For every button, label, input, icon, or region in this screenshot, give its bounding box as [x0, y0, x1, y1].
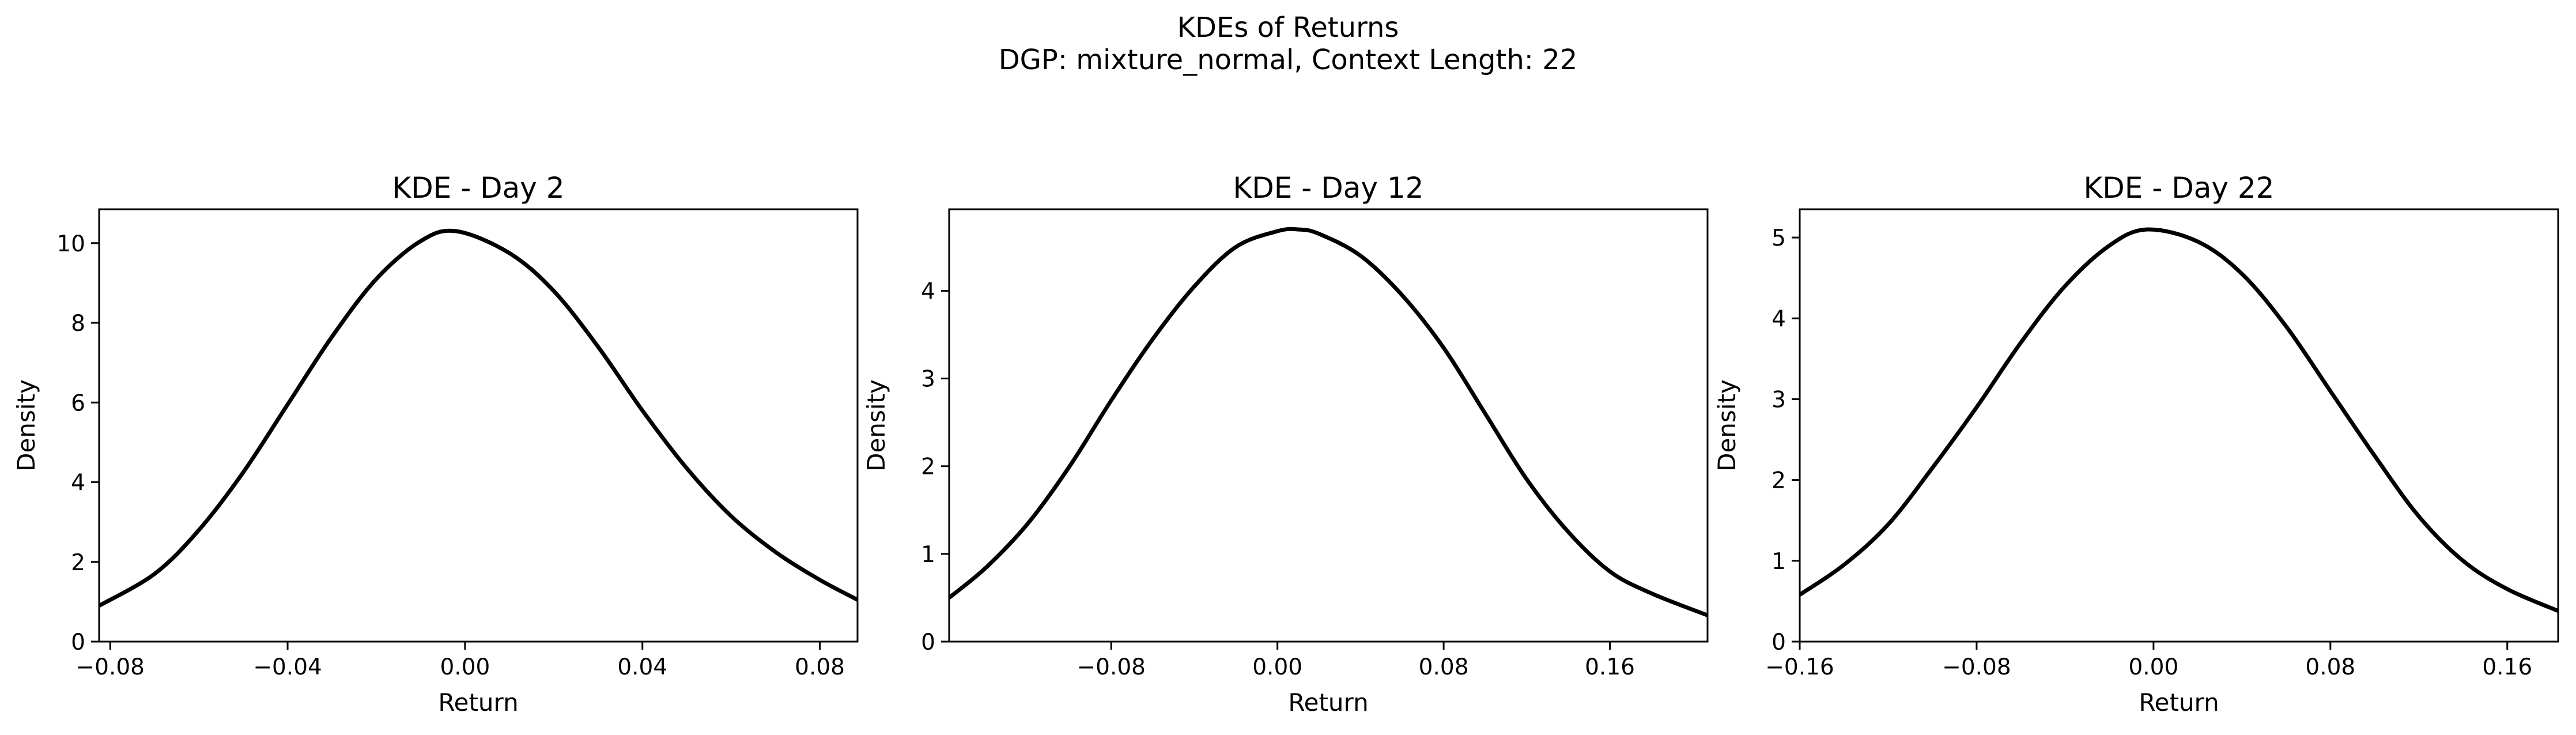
y-tick-label: 8 [71, 311, 85, 337]
kde-line [99, 228, 858, 608]
y-axis-label: Density [1713, 379, 1741, 472]
subplot-title: KDE - Day 12 [1233, 171, 1424, 205]
x-axis-label: Return [1288, 688, 1368, 717]
kde-line [949, 227, 1708, 617]
x-tick-label: 0.08 [1419, 654, 1469, 680]
y-tick-label: 5 [1772, 225, 1786, 251]
kde-line [1800, 227, 2558, 613]
y-tick-label: 0 [71, 630, 85, 655]
y-tick-label: 0 [921, 630, 935, 655]
y-tick-label: 10 [56, 231, 85, 257]
y-tick-label: 4 [921, 278, 935, 304]
subplot-1: −0.08 −0.04 0.00 0.04 0.08 0 2 4 6 8 10 KDE - Day 2… [12, 171, 859, 717]
x-tick-label: −0.04 [253, 654, 322, 680]
y-tick-label: 2 [921, 454, 935, 480]
y-tick-label: 0 [1772, 630, 1786, 655]
y-tick-label: 3 [1772, 387, 1786, 413]
x-tick-label: −0.08 [1942, 654, 2011, 680]
x-tick-label: 0.00 [2128, 654, 2178, 680]
x-tick-label: 0.08 [795, 654, 845, 680]
y-tick-label: 2 [1772, 468, 1786, 494]
x-tick-label: −0.08 [75, 654, 145, 680]
subplot-title: KDE - Day 2 [392, 171, 564, 205]
x-tick-label: −0.08 [1077, 654, 1146, 680]
y-tick-label: 4 [71, 470, 85, 496]
x-tick-label: 0.00 [1252, 654, 1302, 680]
axes-frame [98, 208, 859, 643]
x-axis-label: Return [2139, 688, 2219, 717]
x-tick-label: 0.00 [440, 654, 490, 680]
x-tick-label: 0.04 [617, 654, 667, 680]
y-tick-label: 3 [921, 367, 935, 393]
figure-title: KDEs of Returns [1177, 12, 1399, 44]
y-tick-label: 4 [1772, 306, 1786, 332]
y-axis-label: Density [12, 379, 40, 472]
subplot-3: −0.16 −0.08 0.00 0.08 0.16 0 1 2 3 4 5 KDE - Day 22… [1713, 171, 2559, 717]
y-axis-label: Density [862, 379, 890, 472]
x-tick-label: 0.16 [2482, 654, 2532, 680]
axes-frame [948, 208, 1709, 643]
y-tick-label: 6 [71, 390, 85, 416]
subplot-title: KDE - Day 22 [2084, 171, 2275, 205]
x-axis-label: Return [438, 688, 518, 717]
axes-frame [1799, 208, 2559, 643]
x-tick-label: 0.16 [1585, 654, 1635, 680]
y-tick-label: 2 [71, 550, 85, 576]
x-tick-label: −0.16 [1765, 654, 1834, 680]
subplot-2: −0.08 0.00 0.08 0.16 0 1 2 3 4 KDE - Day 12 Return… [862, 171, 1709, 717]
x-tick-label: 0.08 [2305, 654, 2355, 680]
figure-subtitle: DGP: mixture_normal, Context Length: 22 [999, 44, 1578, 76]
y-tick-label: 1 [921, 542, 935, 568]
y-tick-label: 1 [1772, 549, 1786, 575]
